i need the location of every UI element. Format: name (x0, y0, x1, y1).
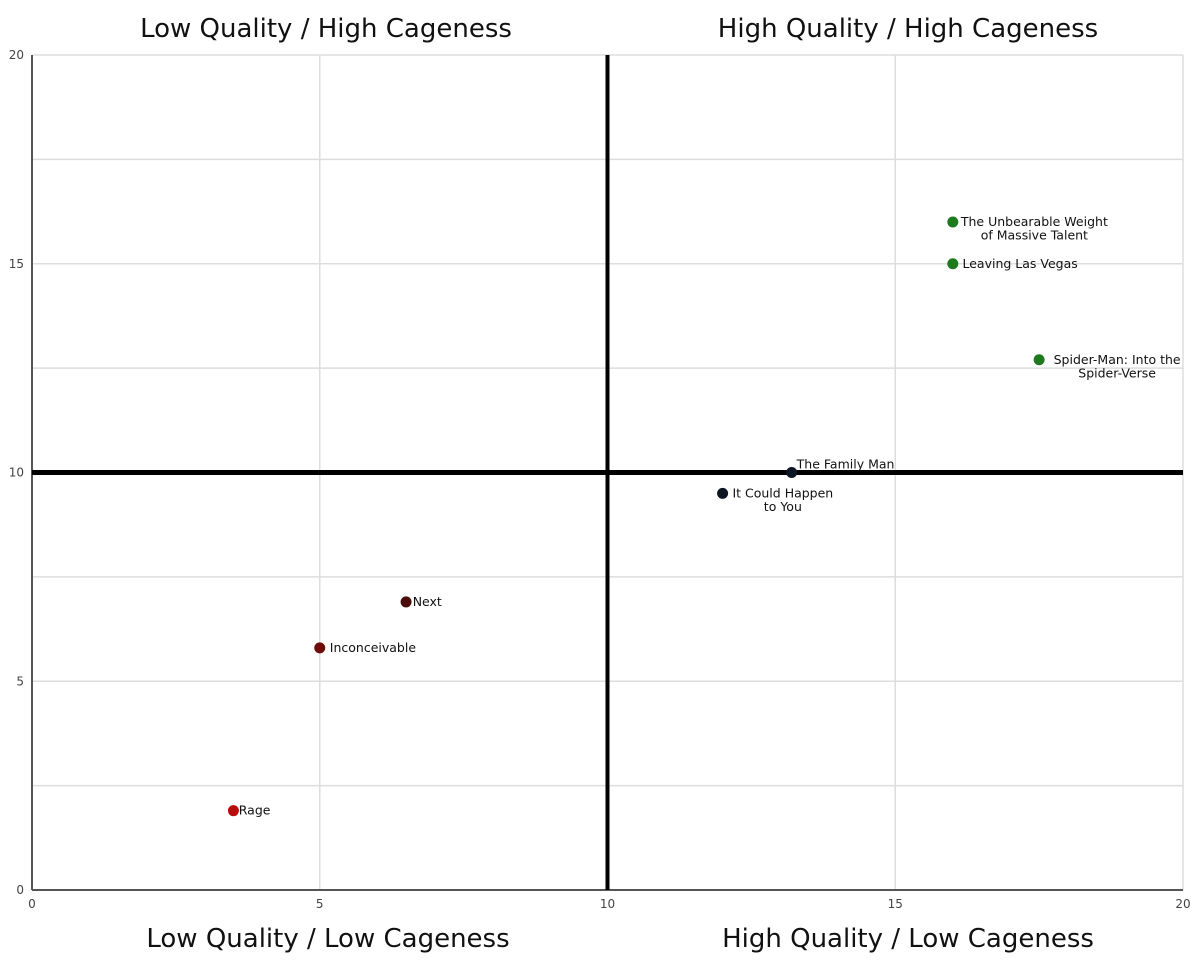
data-point-group: Spider-Man: Into the Spider-Verse (1033, 352, 1181, 381)
y-tick-label: 20 (9, 48, 24, 62)
data-point-group: Rage (227, 803, 271, 818)
x-tick-label: 20 (1175, 897, 1190, 911)
x-tick-label: 0 (28, 897, 36, 911)
data-point-label: It Could Happen to You (732, 485, 833, 514)
data-point-group: The Unbearable Weight of Massive Talent (947, 214, 1108, 243)
y-tick-label: 10 (9, 466, 24, 480)
data-point-group: The Family Man (786, 457, 895, 478)
tick-labels: 0 5 10 15 20 0 5 10 15 20 (9, 48, 1191, 911)
data-point (314, 642, 326, 654)
x-tick-label: 5 (316, 897, 324, 911)
y-tick-label: 15 (9, 257, 24, 271)
y-tick-label: 0 (16, 883, 24, 897)
data-point (947, 258, 959, 270)
data-point (227, 805, 239, 817)
data-point-group: It Could Happen to You (717, 485, 833, 514)
data-point (786, 467, 798, 478)
data-point-label: Rage (239, 803, 271, 818)
quadrant-dividers (32, 55, 1183, 890)
data-point (400, 596, 412, 608)
quadrant-title-bottom-right: High Quality / Low Cageness (722, 924, 1094, 954)
data-point-label: The Family Man (796, 457, 895, 472)
data-point-label: The Unbearable Weight of Massive Talent (960, 214, 1108, 243)
data-point-label: Spider-Man: Into the Spider-Verse (1054, 352, 1181, 381)
data-point-label: Inconceivable (330, 640, 417, 655)
data-point (717, 487, 729, 499)
data-point-label: Next (413, 594, 442, 609)
x-tick-label: 10 (600, 897, 615, 911)
data-point-group: Inconceivable (314, 640, 416, 655)
data-point-group: Next (400, 594, 442, 609)
data-point-label: Leaving Las Vegas (963, 256, 1078, 271)
data-point (1033, 354, 1045, 366)
x-tick-label: 15 (888, 897, 903, 911)
quadrant-title-bottom-left: Low Quality / Low Cageness (146, 924, 509, 954)
quadrant-title-top-right: High Quality / High Cageness (718, 14, 1098, 44)
quadrant-title-top-left: Low Quality / High Cageness (140, 14, 512, 44)
y-tick-label: 5 (16, 674, 24, 688)
data-point (947, 216, 959, 228)
data-points: The Unbearable Weight of Massive Talent Le… (227, 214, 1181, 818)
data-point-group: Leaving Las Vegas (947, 256, 1078, 271)
